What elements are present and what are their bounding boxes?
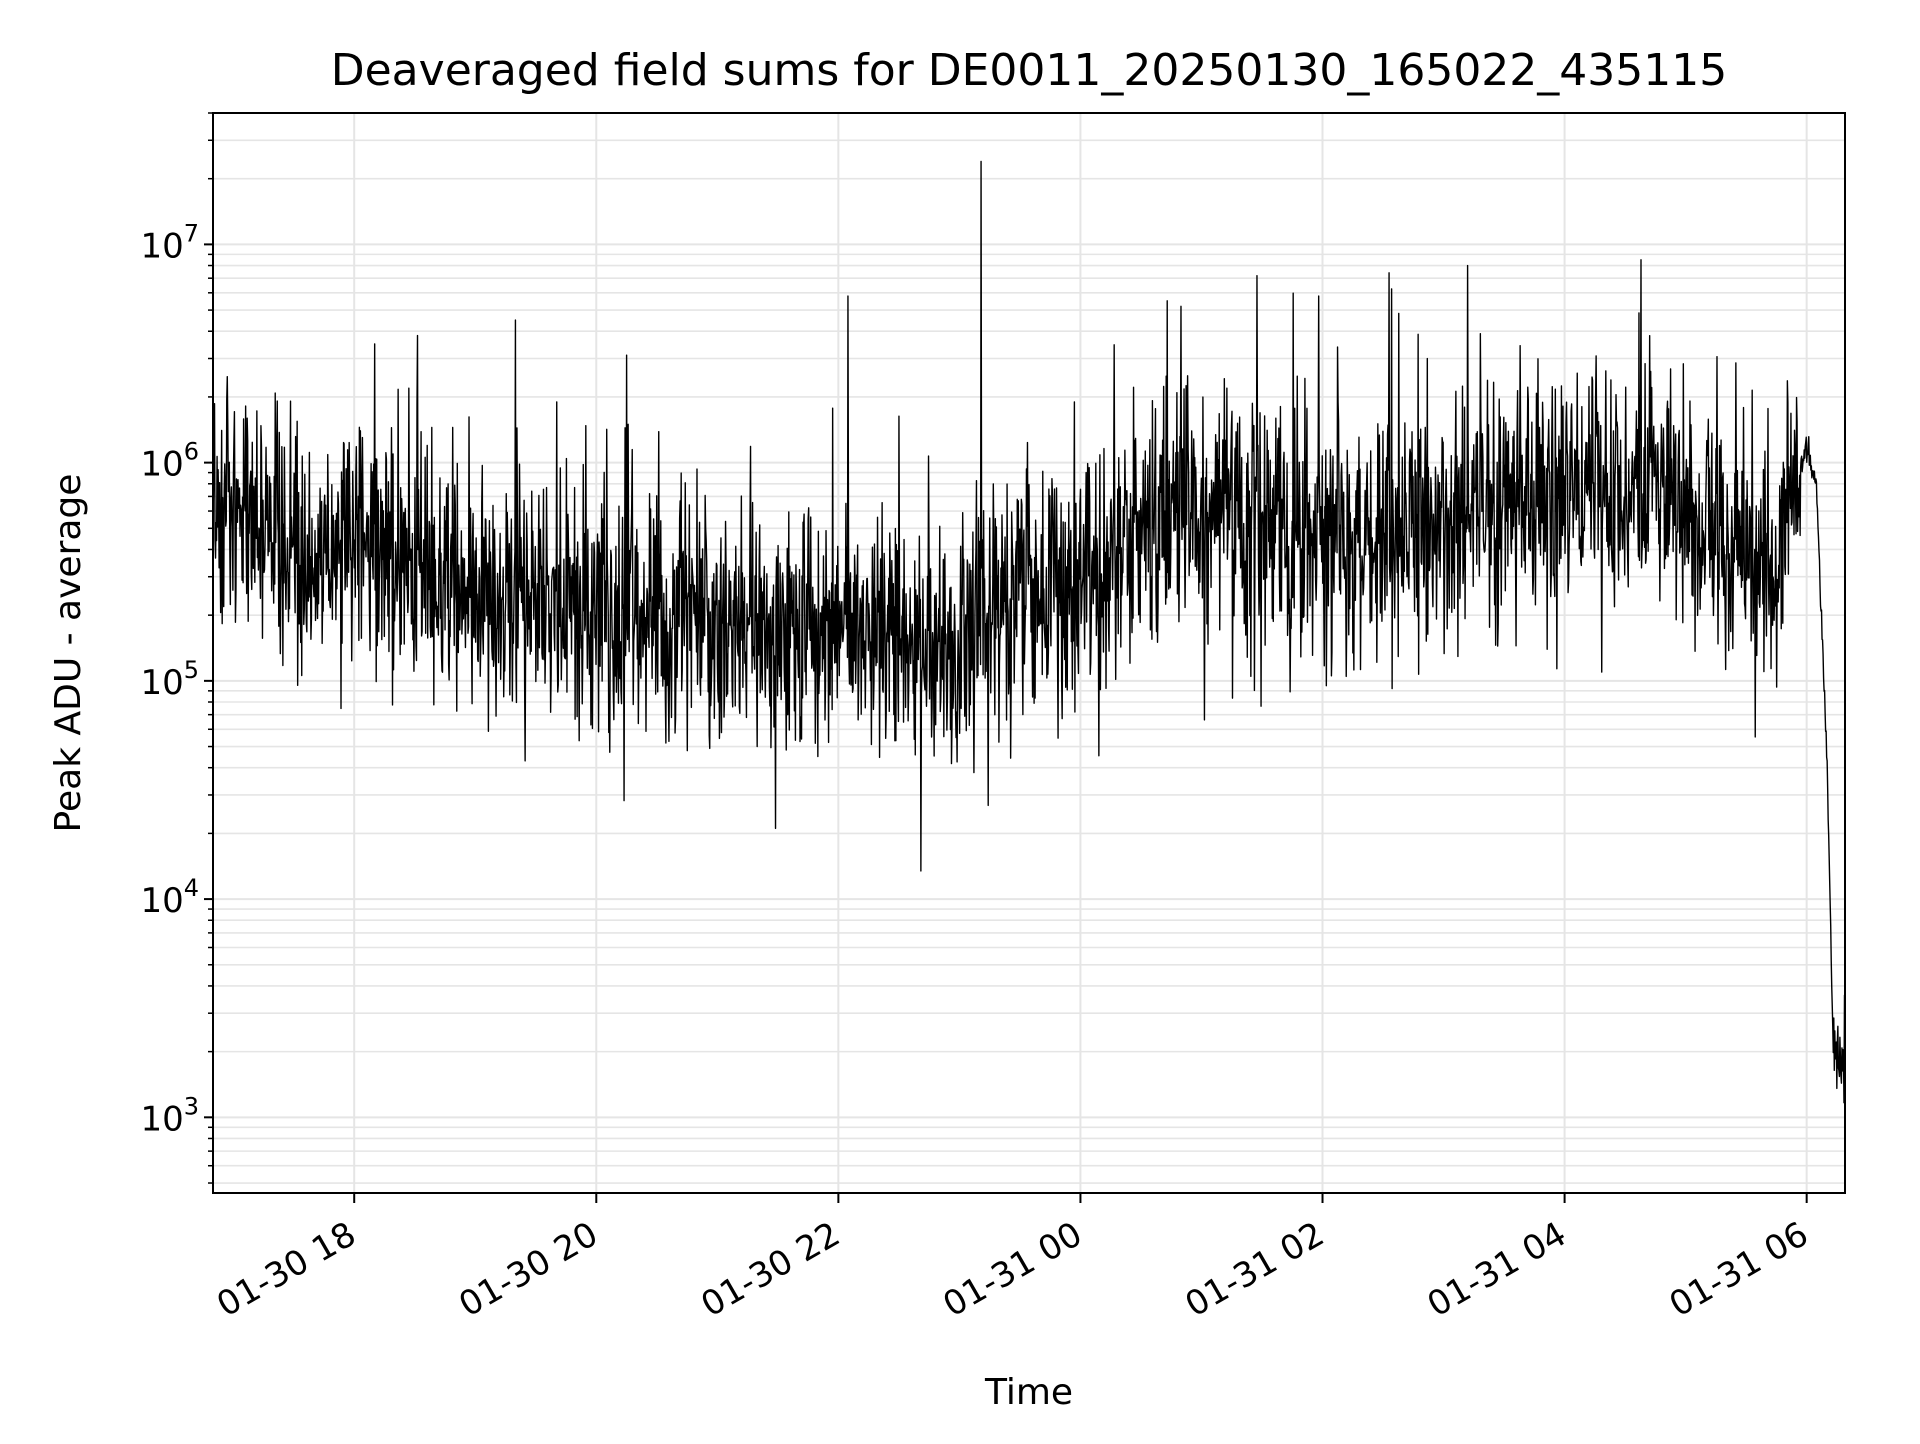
grid — [213, 112, 1845, 1193]
y-axis-label: Peak ADU - average — [48, 474, 89, 833]
y-tick-label: 106 — [140, 438, 199, 485]
y-tick-label: 107 — [140, 219, 199, 266]
series-line — [212, 160, 1846, 1104]
chart-title: Deaveraged field sums for DE0011_2025013… — [331, 45, 1728, 96]
y-tick-label: 105 — [140, 656, 199, 703]
x-axis-label: Time — [984, 1372, 1073, 1413]
y-tick-label: 103 — [140, 1092, 199, 1139]
plot-frame — [212, 112, 1846, 1194]
plot-area — [212, 160, 1846, 1104]
y-tick-label: 104 — [140, 874, 199, 921]
